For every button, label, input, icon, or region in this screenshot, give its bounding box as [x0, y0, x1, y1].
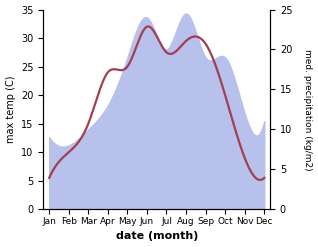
- X-axis label: date (month): date (month): [115, 231, 198, 242]
- Y-axis label: med. precipitation (kg/m2): med. precipitation (kg/m2): [303, 49, 313, 170]
- Y-axis label: max temp (C): max temp (C): [5, 76, 16, 143]
